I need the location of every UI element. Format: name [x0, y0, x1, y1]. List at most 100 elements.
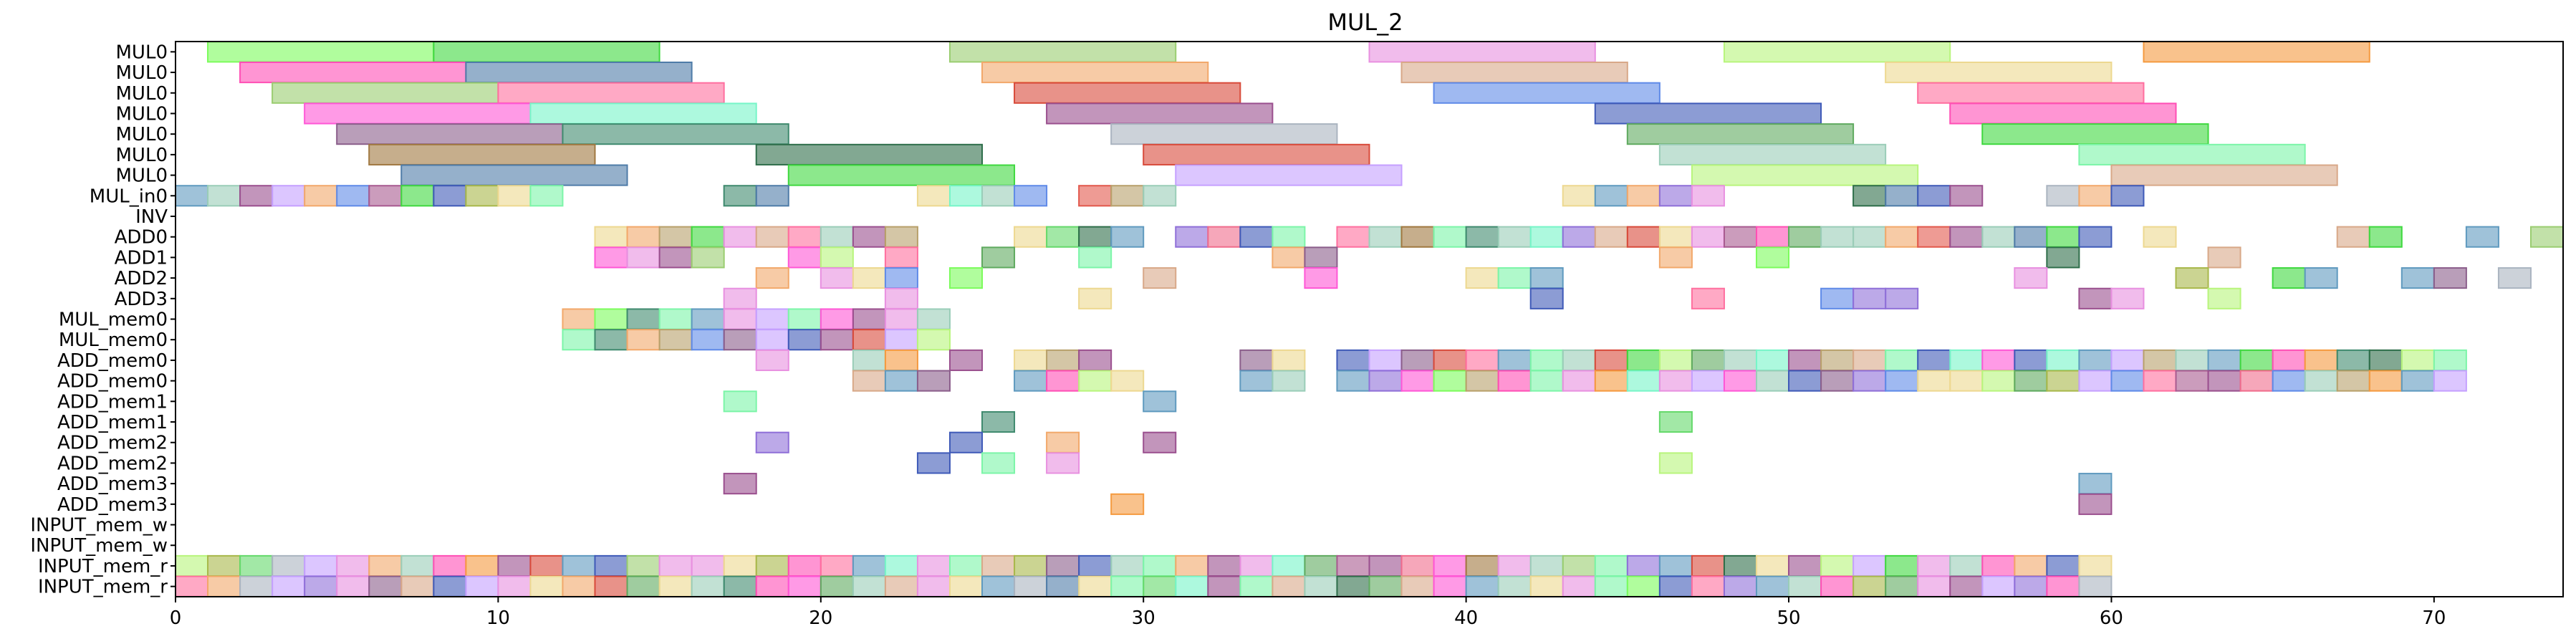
- task-bar-row-15-12: [1433, 349, 1467, 371]
- task-bar-row-7-10: [497, 185, 532, 207]
- task-bar-row-26-51: [1820, 575, 1855, 597]
- task-bar-row-16-18: [1626, 370, 1661, 392]
- task-bar-row-1-1: [465, 61, 693, 84]
- task-bar-row-9-8: [852, 226, 886, 248]
- task-bar-row-26-48: [1723, 575, 1757, 597]
- task-bar-row-15-40: [2336, 349, 2370, 371]
- task-bar-row-25-4: [304, 554, 338, 577]
- task-bar-row-25-42: [1529, 554, 1564, 577]
- task-bar-row-25-22: [884, 554, 918, 577]
- row-label: ADD2: [115, 268, 168, 289]
- task-bar-row-9-3: [691, 226, 725, 248]
- task-bar-row-9-23: [1497, 226, 1532, 248]
- task-bar-row-26-37: [1368, 575, 1403, 597]
- task-bar-row-7-13: [755, 185, 789, 207]
- task-bar-row-7-21: [1562, 185, 1596, 207]
- task-bar-row-26-7: [400, 575, 435, 597]
- task-bar-row-11-14: [2400, 267, 2435, 289]
- task-bar-row-26-49: [1755, 575, 1790, 597]
- task-bar-row-1-3: [1400, 61, 1628, 84]
- row-label: INPUT_mem_r: [38, 556, 168, 577]
- task-bar-row-16-5: [1078, 370, 1112, 392]
- task-bar-row-9-43: [2336, 226, 2370, 248]
- task-bar-row-25-54: [1917, 554, 1951, 577]
- task-bar-row-25-16: [691, 554, 725, 577]
- task-bar-row-9-9: [884, 226, 918, 248]
- task-bar-row-7-24: [1658, 185, 1693, 207]
- task-bar-row-12-2: [1078, 287, 1112, 309]
- task-bar-row-26-54: [1917, 575, 1951, 597]
- task-bar-row-7-29: [1949, 185, 1984, 207]
- task-bar-row-16-41: [2368, 370, 2403, 392]
- task-bar-row-26-44: [1594, 575, 1628, 597]
- task-bar-row-14-10: [884, 329, 918, 351]
- task-bar-row-12-7: [1885, 287, 1919, 309]
- task-bar-row-25-30: [1143, 554, 1177, 577]
- task-bar-row-25-9: [465, 554, 499, 577]
- task-bar-row-13-3: [658, 308, 693, 330]
- task-bar-row-12-8: [2078, 287, 2113, 309]
- task-bar-row-0-4: [1723, 41, 1951, 63]
- x-tick-label: 10: [486, 607, 510, 629]
- task-bar-row-25-20: [820, 554, 854, 577]
- task-bar-row-26-41: [1497, 575, 1532, 597]
- task-bar-row-2-2: [1014, 82, 1241, 104]
- row-label: ADD1: [115, 247, 168, 269]
- task-bar-row-10-1: [626, 246, 660, 269]
- task-bar-row-15-4: [1014, 349, 1048, 371]
- row-label: MUL0: [116, 145, 168, 166]
- task-bar-row-26-33: [1239, 575, 1274, 597]
- task-bar-row-25-56: [1981, 554, 2016, 577]
- task-bar-row-14-6: [755, 329, 789, 351]
- task-bar-row-9-15: [1207, 226, 1241, 248]
- row-label: MUL0: [116, 83, 168, 105]
- task-bar-row-9-30: [1723, 226, 1757, 248]
- task-bar-row-21-0: [723, 473, 757, 495]
- x-tick-label: 40: [1454, 607, 1478, 629]
- task-bar-row-26-13: [594, 575, 628, 597]
- task-bar-row-9-44: [2368, 226, 2403, 248]
- task-bar-row-25-3: [271, 554, 306, 577]
- task-bar-row-11-7: [1465, 267, 1499, 289]
- task-bar-row-9-0: [594, 226, 628, 248]
- task-bar-row-7-3: [271, 185, 306, 207]
- task-bar-row-26-31: [1175, 575, 1209, 597]
- task-bar-row-9-27: [1626, 226, 1661, 248]
- task-bar-row-15-30: [2014, 349, 2048, 371]
- task-bar-row-15-1: [852, 349, 886, 371]
- task-bar-row-16-7: [1239, 370, 1274, 392]
- row-label: ADD3: [115, 289, 168, 310]
- task-bar-row-2-0: [271, 82, 499, 104]
- task-bar-row-11-13: [2304, 267, 2338, 289]
- task-bar-row-9-25: [1562, 226, 1596, 248]
- task-bar-row-25-13: [594, 554, 628, 577]
- task-bar-row-7-11: [529, 185, 564, 207]
- task-bar-row-25-39: [1433, 554, 1467, 577]
- task-bar-row-3-1: [529, 102, 757, 125]
- task-bar-row-25-15: [658, 554, 693, 577]
- task-bar-row-26-16: [691, 575, 725, 597]
- row-label: MUL_mem0: [59, 330, 168, 351]
- task-bar-row-26-38: [1400, 575, 1435, 597]
- task-bar-row-16-37: [2239, 370, 2274, 392]
- task-bar-row-7-4: [304, 185, 338, 207]
- task-bar-row-15-19: [1658, 349, 1693, 371]
- task-bar-row-9-1: [626, 226, 660, 248]
- task-bar-row-11-3: [884, 267, 918, 289]
- task-bar-row-13-9: [852, 308, 886, 330]
- task-bar-row-9-45: [2465, 226, 2499, 248]
- task-bar-row-25-59: [2078, 554, 2113, 577]
- task-bar-row-16-19: [1658, 370, 1693, 392]
- task-bar-row-25-8: [433, 554, 467, 577]
- task-bar-row-0-3: [1368, 41, 1596, 63]
- task-bar-row-25-55: [1949, 554, 1984, 577]
- task-bar-row-26-3: [271, 575, 306, 597]
- task-bar-row-14-4: [691, 329, 725, 351]
- task-bar-row-25-47: [1691, 554, 1725, 577]
- task-bar-row-7-19: [1110, 185, 1145, 207]
- task-bar-row-26-50: [1788, 575, 1822, 597]
- task-bar-row-6-4: [2110, 164, 2338, 186]
- task-bar-row-11-11: [2175, 267, 2209, 289]
- x-tick-label: 0: [170, 607, 182, 629]
